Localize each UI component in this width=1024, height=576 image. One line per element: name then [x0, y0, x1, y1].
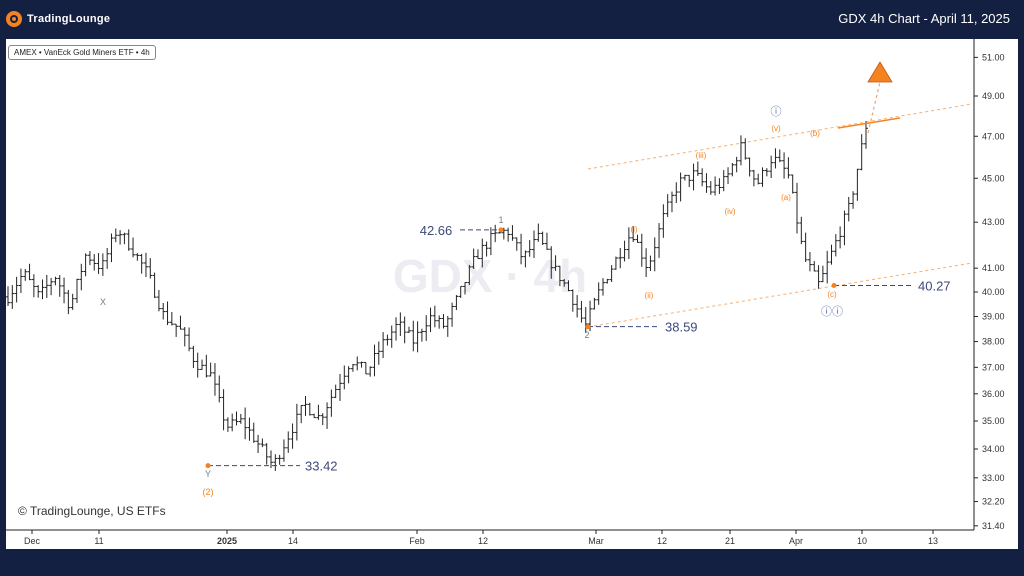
wave-label: Y [205, 469, 211, 479]
y-tick-label: 45.00 [982, 173, 1005, 183]
ohlc-bars [6, 121, 868, 471]
y-tick-label: 34.00 [982, 444, 1005, 454]
x-tick-label: Dec [24, 536, 41, 546]
y-tick-label: 31.40 [982, 521, 1005, 531]
y-tick-label: 43.00 [982, 217, 1005, 227]
wave-label: (c) [827, 290, 837, 299]
tradinglounge-logo: TradingLounge [6, 9, 110, 29]
wave-label: 1 [498, 215, 503, 225]
y-tick-label: 39.00 [982, 311, 1005, 321]
y-tick-label: 49.00 [982, 91, 1005, 101]
wave-label: (iv) [724, 207, 735, 216]
symbol-label[interactable]: AMEX • VanEck Gold Miners ETF • 4h [8, 45, 156, 60]
wave-label: X [100, 297, 106, 307]
pivot-dot [585, 324, 591, 330]
y-tick-label: 41.00 [982, 263, 1005, 273]
x-tick-label: 11 [94, 536, 103, 546]
pivot-dot [498, 227, 504, 233]
bottom-frame [0, 549, 1024, 576]
y-tick-label: 51.00 [982, 52, 1005, 62]
price-level-label: 38.59 [665, 320, 698, 335]
x-tick-label: 2025 [217, 536, 237, 546]
price-level-label: 33.42 [305, 459, 338, 474]
pivot-dot [831, 283, 837, 289]
wave-label: (b) [810, 129, 820, 138]
y-tick-label: 35.00 [982, 416, 1005, 426]
y-tick-label: 32.20 [982, 497, 1005, 507]
channel-upper-line [587, 103, 973, 170]
y-tick-label: 47.00 [982, 131, 1005, 141]
chart-panel[interactable] [6, 39, 1018, 549]
channel-lower-line [587, 262, 973, 328]
x-tick-label: 10 [857, 536, 867, 546]
wave-label: ⓘ [771, 105, 782, 118]
chart-title: GDX 4h Chart - April 11, 2025 [838, 11, 1010, 26]
x-tick-label: 21 [725, 536, 735, 546]
wave-label: (v) [771, 124, 781, 133]
credit-text: © TradingLounge, US ETFs [18, 504, 166, 518]
y-tick-label: 33.00 [982, 473, 1005, 483]
pivot-dot [205, 463, 211, 469]
watermark-text: GDX · 4h [393, 250, 587, 302]
header-bar: TradingLounge GDX 4h Chart - April 11, 2… [0, 0, 1024, 38]
x-tick-label: Apr [789, 536, 803, 546]
y-tick-label: 36.00 [982, 389, 1005, 399]
price-level-label: 40.27 [918, 279, 951, 294]
y-tick-label: 40.00 [982, 287, 1005, 297]
wave-label: (a) [781, 193, 791, 202]
projection-line [867, 81, 881, 134]
logo-text: TradingLounge [27, 13, 111, 25]
wave-label: (2) [203, 487, 214, 497]
x-tick-label: Feb [409, 536, 425, 546]
x-tick-label: 13 [928, 536, 938, 546]
x-tick-label: Mar [588, 536, 604, 546]
wave-label: (i) [630, 225, 637, 234]
wave-label: ⓘⓘ [821, 305, 843, 318]
x-tick-label: 12 [657, 536, 667, 546]
y-tick-label: 38.00 [982, 337, 1005, 347]
wave-label: (iii) [696, 151, 707, 160]
x-tick-label: 12 [478, 536, 488, 546]
wave-label: (ii) [645, 291, 654, 300]
logo-circle-icon [6, 11, 22, 27]
target-triangle-icon [867, 61, 893, 83]
wave-label: 2 [584, 330, 589, 340]
price-level-label: 42.66 [420, 223, 453, 238]
x-tick-label: 14 [288, 536, 298, 546]
y-tick-label: 37.00 [982, 362, 1005, 372]
resistance-line [837, 117, 901, 129]
